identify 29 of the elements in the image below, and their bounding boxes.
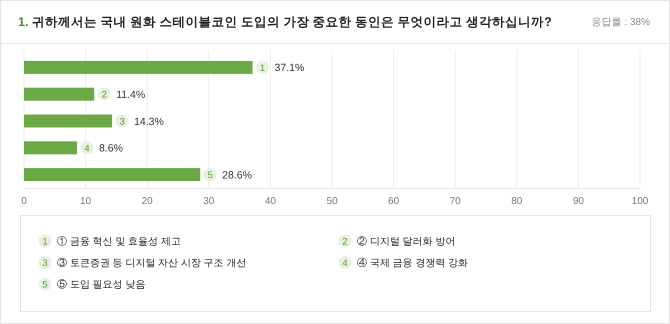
x-tick-label: 50 — [326, 196, 338, 207]
data-label: 37.1% — [274, 62, 304, 74]
bar — [24, 141, 77, 154]
bar — [24, 168, 200, 182]
annotation: 4 — [84, 143, 90, 154]
x-tick-label: 10 — [80, 196, 92, 207]
data-label: 28.6% — [222, 169, 252, 182]
annotation: 2 — [102, 90, 107, 101]
x-tick-label: 100 — [632, 196, 649, 207]
x-tick-label: 70 — [450, 196, 462, 207]
x-tick-label: 90 — [572, 196, 584, 207]
data-label: 14.3% — [134, 116, 164, 128]
x-tick-label: 0 — [21, 196, 28, 207]
legend: 1 ① 금융 혁신 및 효율성 제고 2 ② 디지털 달러화 방어 3 ③ 토큰증권 등 디지털 자산 시장 구조 개선 4 ④ 국제 금융 경쟁력 강화 5 ⑤ 도입 필요성 낮음 — [20, 215, 651, 312]
x-tick-label: 20 — [142, 196, 154, 207]
annotation: 5 — [208, 170, 213, 182]
bar — [24, 88, 94, 101]
annotation: 1 — [260, 62, 266, 74]
bar — [24, 114, 112, 128]
x-tick-label: 30 — [203, 196, 215, 207]
data-label: 11.4% — [116, 89, 146, 101]
x-tick-label: 40 — [264, 196, 276, 207]
annotation: 3 — [119, 116, 125, 128]
chart-subtitle: 응답률 : 38% — [592, 17, 650, 28]
chart-title: 1. 귀하께서는 국내 원화 스테이블코인 도입의 가장 중요한 동인은 무엇이라고 생각하십니까? — [18, 15, 552, 29]
data-label: 8.6% — [98, 142, 123, 155]
x-tick-label: 60 — [388, 196, 400, 207]
x-tick-label: 80 — [511, 196, 523, 207]
bar — [24, 60, 253, 74]
